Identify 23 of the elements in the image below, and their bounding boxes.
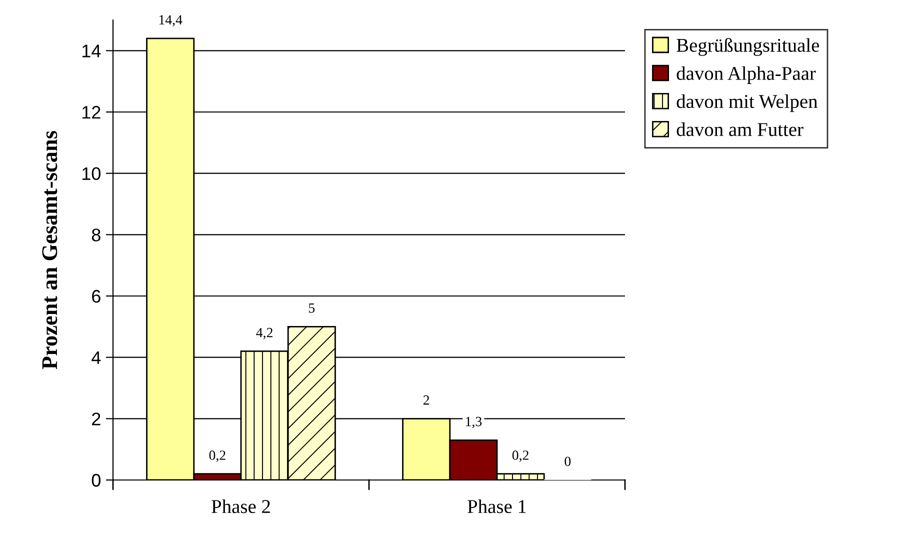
text: davon mit Welpen xyxy=(676,94,818,112)
data-label: 1,3 xyxy=(466,416,482,428)
legend-label: davon Alpha-Paar xyxy=(676,66,816,84)
legend-label: Begrüßungsrituale xyxy=(676,38,820,56)
y-tick-label: 2 xyxy=(92,412,100,426)
data-label: 4,2 xyxy=(256,328,272,340)
x-tick-label: Phase 1 xyxy=(468,499,526,514)
y-tick-label: 8 xyxy=(92,228,100,242)
y-axis-title: Prozent an Gesamt-scans xyxy=(42,131,58,370)
data-label: 14,4 xyxy=(159,15,182,26)
y-tick-label: 6 xyxy=(92,290,100,303)
y-tick-label: 12 xyxy=(82,106,100,119)
x-tick-label: Phase 2 xyxy=(212,499,270,514)
data-label: 0 xyxy=(564,456,571,466)
text: davon am Futter xyxy=(676,122,804,136)
data-label: 0,2 xyxy=(209,450,226,462)
y-tick-label: 10 xyxy=(82,167,100,180)
data-label: 5 xyxy=(308,304,315,313)
data-label: 2 xyxy=(423,395,430,405)
y-tick-label: 0 xyxy=(92,474,100,487)
y-tick-label: 4 xyxy=(92,351,101,364)
data-label: 0,2 xyxy=(512,450,528,462)
y-tick-label: 14 xyxy=(82,44,101,58)
